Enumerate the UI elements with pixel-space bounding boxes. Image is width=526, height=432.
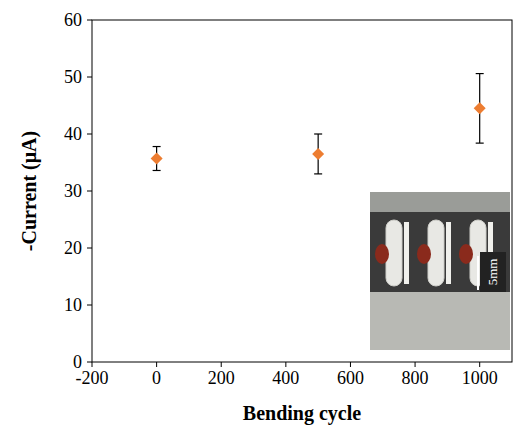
x-tick xyxy=(479,362,480,367)
x-tick xyxy=(415,362,416,367)
x-tick-label: 800 xyxy=(402,368,429,388)
error-bar-cap xyxy=(476,143,484,144)
data-point xyxy=(151,153,163,165)
y-axis-title: -Current (μA) xyxy=(18,131,41,251)
x-axis-title: Bending cycle xyxy=(243,402,361,425)
inset-base xyxy=(370,212,510,292)
inset-background xyxy=(370,192,510,350)
error-bar-cap xyxy=(476,73,484,74)
x-tick xyxy=(156,362,157,367)
y-tick xyxy=(87,305,92,306)
x-tick xyxy=(350,362,351,367)
y-tick xyxy=(87,248,92,249)
x-tick-label: 1000 xyxy=(462,368,498,388)
chart-root: 0102030405060-20002004006008001000Bendin… xyxy=(0,0,526,432)
error-bar-cap xyxy=(314,133,322,134)
x-tick-label: 0 xyxy=(152,368,161,388)
x-tick-label: -200 xyxy=(76,368,109,388)
y-tick-label: 60 xyxy=(64,10,82,30)
error-bar-cap xyxy=(153,146,161,147)
x-tick xyxy=(221,362,222,367)
inset-electrode xyxy=(375,244,389,264)
inset-electrode xyxy=(459,244,473,264)
inset-electrode xyxy=(417,244,431,264)
x-tick-label: 600 xyxy=(337,368,364,388)
y-tick-label: 20 xyxy=(64,238,82,258)
y-tick xyxy=(87,134,92,135)
data-layer xyxy=(151,74,486,174)
data-point xyxy=(312,148,324,160)
y-tick xyxy=(87,77,92,78)
inset-ring xyxy=(446,222,451,284)
inset-plate xyxy=(370,292,510,350)
inset-photo: 5mm xyxy=(370,192,510,350)
x-tick-label: 200 xyxy=(208,368,235,388)
inset-scale-label: 5mm xyxy=(485,259,500,286)
inset-scale-arrow xyxy=(477,256,479,290)
chart: 0102030405060-20002004006008001000Bendin… xyxy=(0,0,526,432)
error-bar-cap xyxy=(153,170,161,171)
error-bar-cap xyxy=(314,173,322,174)
x-tick xyxy=(92,362,93,367)
x-tick-label: 400 xyxy=(272,368,299,388)
x-tick xyxy=(285,362,286,367)
plot-frame xyxy=(92,20,512,362)
inset-label-ground xyxy=(480,252,506,292)
y-tick-label: 50 xyxy=(64,67,82,87)
inset-ring xyxy=(404,222,409,284)
y-tick-label: 30 xyxy=(64,181,82,201)
data-point xyxy=(474,102,486,114)
y-tick-label: 10 xyxy=(64,295,82,315)
y-tick xyxy=(87,20,92,21)
y-tick xyxy=(87,191,92,192)
y-tick-label: 40 xyxy=(64,124,82,144)
y-tick xyxy=(87,362,92,363)
